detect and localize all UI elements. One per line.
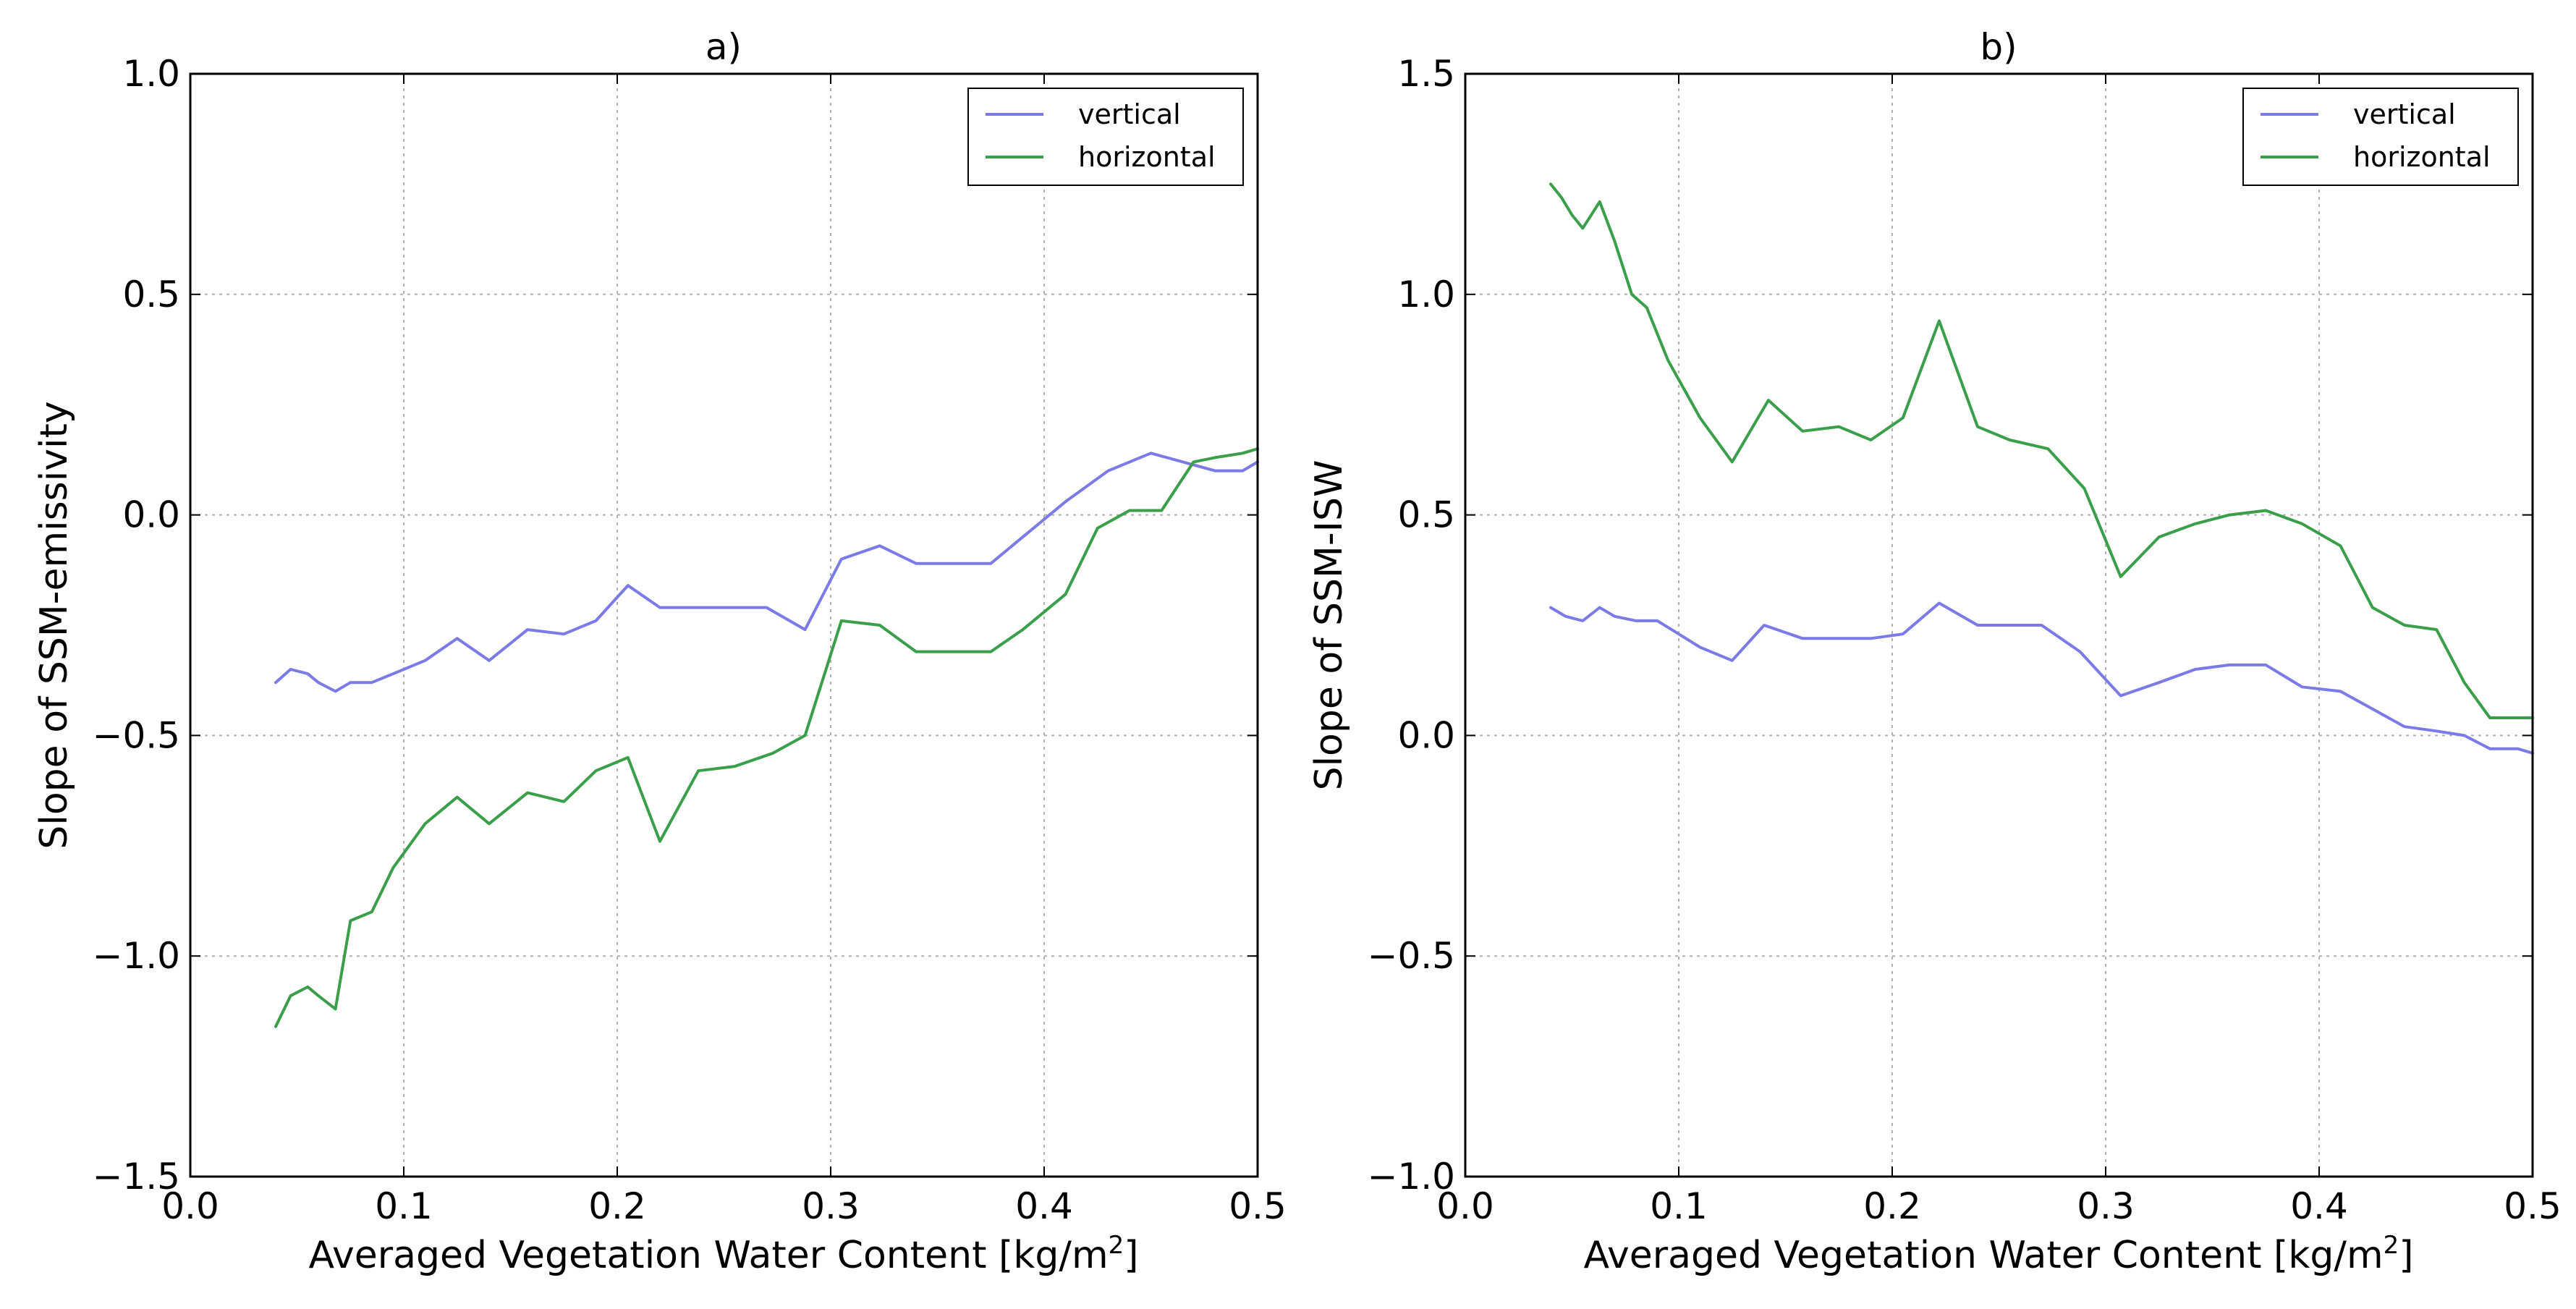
x-tick-label-b: 0.3: [2077, 1185, 2135, 1227]
series-a: [274, 447, 1259, 1028]
series-line-horizontal-b: [1549, 182, 2534, 719]
x-tick-label-a: 0.1: [375, 1185, 433, 1227]
chart-title-a: a): [706, 26, 742, 68]
legend-box-b: [2242, 88, 2519, 186]
legend-a: vertical horizontal: [967, 88, 1244, 186]
x-tick-label-b: 0.2: [1863, 1185, 1921, 1227]
y-tick-label-b: 0.5: [1397, 494, 1455, 536]
x-tick-label-b: 0.0: [1436, 1185, 1494, 1227]
series-line-vertical-b: [1549, 601, 2534, 755]
series-line-horizontal-a: [274, 447, 1259, 1028]
y-tick-label-b: 0.0: [1397, 714, 1455, 756]
legend-label-vertical-a: vertical: [1078, 98, 1181, 130]
chart-title-b: b): [1980, 26, 2017, 68]
plot-area-a: [190, 74, 1258, 1177]
x-tick-label-a: 0.3: [802, 1185, 860, 1227]
legend-label-vertical-b: vertical: [2353, 98, 2456, 130]
legend-b: vertical horizontal: [2242, 88, 2519, 186]
y-tick-label-a: −0.5: [93, 714, 180, 756]
grid-b: [1465, 74, 2533, 1177]
x-tick-label-a: 0.0: [161, 1185, 219, 1227]
y-tick-label-b: −0.5: [1368, 935, 1455, 977]
ticks-a: 0.0 0.1 0.2 0.3 0.4 0.5 −1.5 −1.0 −0.5 0.0 0.5 1.0: [93, 53, 1287, 1227]
x-axis-label-a: Averaged Vegetation Water Content [kg/m2…: [308, 1231, 1138, 1277]
y-tick-label-a: −1.5: [93, 1156, 180, 1198]
grid-a: [190, 74, 1258, 1177]
y-tick-label-a: 0.0: [122, 494, 180, 536]
legend-box-a: [967, 88, 1244, 186]
plot-frame-b: [1464, 72, 2534, 1178]
y-axis-label-b: Slope of SSM-ISW: [1308, 460, 1351, 791]
x-tick-label-b: 0.4: [2290, 1185, 2348, 1227]
x-tick-label-a: 0.2: [588, 1185, 646, 1227]
y-tick-label-b: 1.0: [1397, 274, 1455, 315]
y-tick-label-a: 0.5: [122, 274, 180, 315]
chart-a: 0.0 0.1 0.2 0.3 0.4 0.5−1.5−1.0−0.50.00.51.0 …: [33, 26, 1287, 1277]
x-tick-label-b: 0.1: [1650, 1185, 1708, 1227]
y-tick-label-a: −1.0: [93, 935, 180, 977]
y-tick-label-a: 1.0: [122, 53, 180, 95]
legend-label-horizontal-a: horizontal: [1078, 141, 1216, 173]
x-tick-label-a: 0.5: [1229, 1185, 1287, 1227]
y-axis-label-a: Slope of SSM-emissivity: [33, 401, 76, 849]
ticks-b: 0.0 0.1 0.2 0.3 0.4 0.5 −1.0 −0.5 0.0 0.5 1.0 1.5: [1368, 53, 2562, 1227]
chart-b: 0.0 0.1 0.2 0.3 0.4 0.5 −1.0 −0.5 0.0 0.5 1.0 1.5 b…: [1308, 26, 2562, 1277]
x-tick-label-b: 0.5: [2504, 1185, 2562, 1227]
y-tick-label-b: −1.0: [1368, 1156, 1455, 1198]
legend-label-horizontal-b: horizontal: [2353, 141, 2491, 173]
plot-frame-a: [189, 72, 1259, 1178]
x-axis-label-b: Averaged Vegetation Water Content [kg/m2…: [1583, 1231, 2413, 1277]
x-tick-label-a: 0.4: [1015, 1185, 1073, 1227]
series-line-vertical-a: [274, 452, 1259, 693]
series-b: [1549, 182, 2534, 755]
y-tick-label-b: 1.5: [1397, 53, 1455, 95]
